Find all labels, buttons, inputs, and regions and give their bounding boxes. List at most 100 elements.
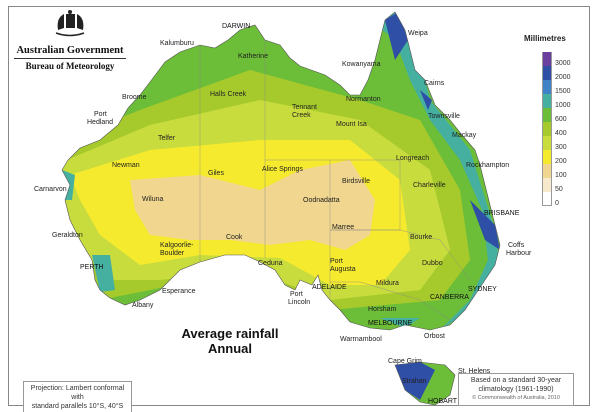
city-label: PERTH xyxy=(80,264,104,271)
city-label: Esperance xyxy=(162,288,196,295)
city-label: Wiluna xyxy=(142,196,164,203)
city-label: DARWIN xyxy=(222,23,251,30)
city-label: Hedland xyxy=(87,119,114,126)
city-label: Port xyxy=(330,258,343,265)
city-label: Carnarvon xyxy=(34,186,67,193)
city-label: Halls Creek xyxy=(210,91,247,98)
legend-swatch-100 xyxy=(542,164,552,178)
city-label: Rockhampton xyxy=(466,162,510,169)
legend-label: 1000 xyxy=(555,102,571,109)
city-label: Coffs xyxy=(508,242,525,249)
legend-swatch-1000 xyxy=(542,94,552,108)
city-label: Tennant xyxy=(292,104,317,111)
zone-1000 xyxy=(370,12,500,330)
city-label: Albany xyxy=(132,302,154,309)
map-title-line2: Annual xyxy=(207,341,253,356)
state-borders xyxy=(199,40,471,321)
basis-line1: Based on a standard 30-year xyxy=(470,377,562,384)
city-label: Cairns xyxy=(424,80,445,87)
city-label: Cook xyxy=(226,234,243,241)
projection-line2: standard parallels 10°S, 40°S xyxy=(31,403,124,410)
zone-2000 xyxy=(385,12,500,250)
city-label: Boulder xyxy=(160,250,185,257)
city-label: Mackay xyxy=(452,132,477,139)
city-label: Mount Isa xyxy=(336,121,367,128)
map-title: Average rainfall Annual xyxy=(170,326,290,356)
city-label: Kalumburu xyxy=(160,40,194,47)
city-label: Kowanyama xyxy=(342,61,381,68)
legend-swatch-0 xyxy=(542,192,552,206)
legend-swatch-3000 xyxy=(542,52,552,66)
legend-label: 600 xyxy=(555,116,567,123)
legend-swatch-50 xyxy=(542,178,552,192)
city-label: Weipa xyxy=(408,30,428,37)
australian-government-label: Australian Government xyxy=(16,45,124,56)
legend-label: 200 xyxy=(555,158,567,165)
coat-of-arms-icon xyxy=(55,10,85,37)
map-frame xyxy=(8,6,590,406)
city-label: Marree xyxy=(332,224,355,231)
legend-label: 0 xyxy=(555,200,559,207)
city-label: Horsham xyxy=(368,306,397,313)
city-label: Orbost xyxy=(424,333,446,340)
city-label: Katherine xyxy=(238,53,268,60)
city-label: HOBART xyxy=(428,398,458,405)
city-label: Telfer xyxy=(158,135,176,142)
legend-swatch-200 xyxy=(542,150,552,164)
zone-100 xyxy=(130,160,375,250)
city-label: Warrnambool xyxy=(340,336,382,343)
city-label: Alice Springs xyxy=(262,166,303,173)
city-label: Strahan xyxy=(402,378,427,385)
header-divider xyxy=(14,58,126,59)
city-label: ADELAIDE xyxy=(312,284,347,291)
projection-note: Projection: Lambert conformal with stand… xyxy=(23,381,132,412)
legend-swatch-600 xyxy=(542,108,552,122)
legend-label: 2000 xyxy=(555,74,571,81)
city-label: Port xyxy=(94,111,107,118)
city-label: St. Helens xyxy=(458,368,491,375)
projection-line1: Projection: Lambert conformal with xyxy=(30,385,125,401)
climatology-note: Based on a standard 30-year climatology … xyxy=(458,373,574,406)
city-label: Townsville xyxy=(428,113,460,120)
city-label: CANBERRA xyxy=(430,294,469,301)
city-label: Newman xyxy=(112,162,140,169)
city-label: Kalgoorlie- xyxy=(160,242,194,249)
legend-swatch-400 xyxy=(542,122,552,136)
city-label: Bourke xyxy=(410,234,433,241)
city-label: Oodnadatta xyxy=(303,197,340,204)
legend-label: 400 xyxy=(555,130,567,137)
legend-label: 300 xyxy=(555,144,567,151)
legend-swatch-300 xyxy=(542,136,552,150)
city-label: SYDNEY xyxy=(468,286,497,293)
header-logo-block: Australian Government Bureau of Meteorol… xyxy=(14,8,126,71)
legend-swatch-1500 xyxy=(542,80,552,94)
legend-label: 50 xyxy=(555,186,563,193)
city-label: Dubbo xyxy=(422,260,443,267)
city-label: Augusta xyxy=(330,266,356,273)
city-label: Geraldton xyxy=(52,232,83,239)
zone-tasmania-west xyxy=(395,362,435,400)
city-label: Normanton xyxy=(346,96,381,103)
city-label: Creek xyxy=(292,112,311,119)
city-label: Port xyxy=(290,291,303,298)
city-label: BRISBANE xyxy=(484,210,520,217)
city-label: Longreach xyxy=(396,155,430,162)
legend-label: 1500 xyxy=(555,88,571,95)
city-label: Charleville xyxy=(413,182,446,189)
city-label: Mildura xyxy=(376,280,399,287)
city-label: MELBOURNE xyxy=(368,320,413,327)
legend-label: 3000 xyxy=(555,60,571,67)
legend-title: Millimetres xyxy=(524,34,566,43)
city-label: Cape Grim xyxy=(388,358,422,365)
basis-line2: climatology (1961-1990) xyxy=(478,386,554,393)
legend-label: 100 xyxy=(555,172,567,179)
city-label: Harbour xyxy=(506,250,532,257)
bureau-of-meteorology-label: Bureau of Meteorology xyxy=(25,61,115,71)
city-label: Lincoln xyxy=(288,299,311,306)
city-label: Broome xyxy=(122,94,147,101)
copyright: © Commonwealth of Australia, 2010 xyxy=(472,395,560,401)
map-title-line1: Average rainfall xyxy=(181,326,279,341)
city-label: Birdsville xyxy=(342,178,371,185)
